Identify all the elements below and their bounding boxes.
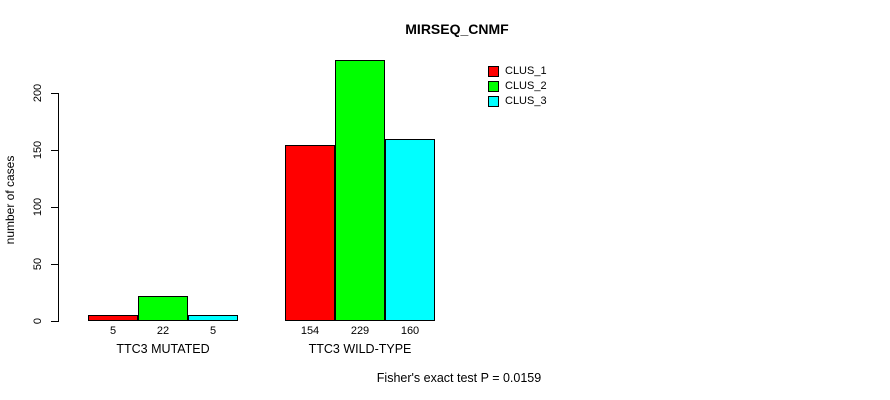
legend-label: CLUS_1 — [505, 65, 547, 77]
y-tick-mark — [51, 264, 58, 265]
legend-row: CLUS_3 — [488, 95, 547, 107]
bar-value-label: 154 — [300, 325, 320, 337]
legend-swatch-icon — [488, 95, 499, 107]
bar-clus_1-2 — [285, 145, 335, 321]
y-tick-label: 200 — [32, 83, 44, 103]
bar-clus_2-1 — [138, 296, 188, 321]
y-tick-mark — [51, 150, 58, 151]
fisher-test-annotation: Fisher's exact test P = 0.0159 — [376, 371, 542, 385]
legend: CLUS_1 CLUS_2 CLUS_3 — [488, 65, 547, 107]
y-axis-label: number of cases — [3, 155, 17, 245]
legend-swatch-icon — [488, 80, 499, 92]
legend-label: CLUS_3 — [505, 95, 547, 107]
y-tick-label: 50 — [32, 257, 44, 271]
category-label: TTC3 MUTATED — [116, 342, 210, 356]
y-axis-line — [58, 93, 59, 322]
legend-row: CLUS_1 — [488, 65, 547, 77]
bar-value-label: 22 — [156, 325, 170, 337]
y-tick-label: 100 — [32, 197, 44, 217]
bar-clus_1-1 — [88, 315, 138, 321]
y-tick-mark — [51, 321, 58, 322]
bar-clus_3-1 — [188, 315, 238, 321]
bar-value-label: 229 — [350, 325, 370, 337]
legend-swatch-icon — [488, 65, 499, 77]
chart-title: MIRSEQ_CNMF — [405, 21, 509, 37]
y-tick-mark — [51, 207, 58, 208]
y-tick-label: 0 — [32, 317, 44, 325]
y-tick-mark — [51, 93, 58, 94]
legend-label: CLUS_2 — [505, 80, 547, 92]
bar-value-label: 5 — [109, 325, 117, 337]
bar-clus_2-2 — [335, 60, 385, 321]
bar-value-label: 5 — [209, 325, 217, 337]
bar-clus_3-2 — [385, 139, 435, 321]
category-label: TTC3 WILD-TYPE — [308, 342, 412, 356]
y-tick-label: 150 — [32, 140, 44, 160]
legend-row: CLUS_2 — [488, 80, 547, 92]
bar-value-label: 160 — [400, 325, 420, 337]
